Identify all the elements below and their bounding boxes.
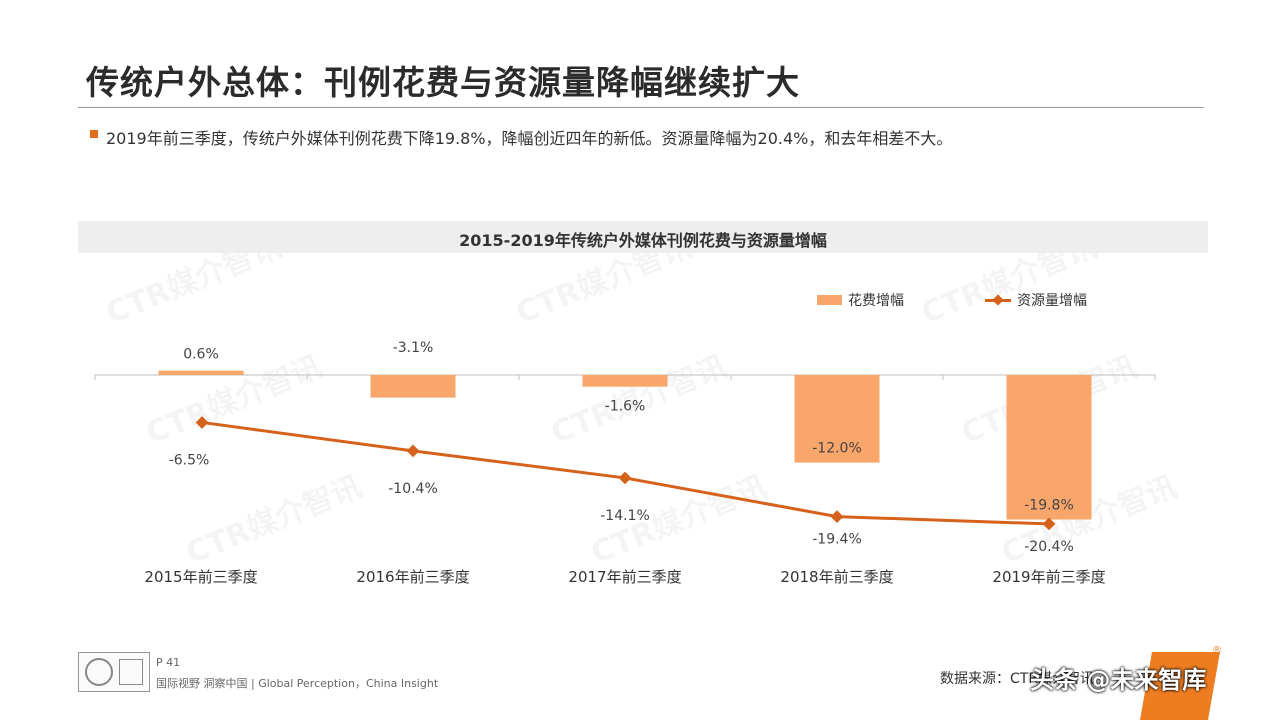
marker-resource (406, 444, 420, 458)
data-label-resource: -19.4% (812, 532, 862, 548)
legend-label-spend: 花费增幅 (848, 293, 904, 309)
x-tick-label: 2019年前三季度 (992, 568, 1105, 586)
data-label-spend: 0.6% (183, 347, 219, 363)
footer-logo (78, 652, 150, 692)
legend-label-resource: 资源量增幅 (1017, 293, 1087, 309)
certification-icon (85, 658, 113, 686)
marker-resource (618, 471, 632, 485)
data-source: 数据来源：CTR媒介智讯 (940, 671, 1095, 687)
legend-swatch-spend (817, 295, 842, 305)
bar-spend (158, 370, 244, 375)
watermark-overlay: 头条 @未来智库 (1030, 666, 1207, 694)
x-tick-label: 2016年前三季度 (356, 568, 469, 586)
data-label-spend: -1.6% (605, 399, 646, 415)
bar-spend (370, 375, 456, 398)
data-label-resource: -6.5% (169, 452, 210, 468)
title-divider (78, 107, 1204, 108)
x-tick-label: 2015年前三季度 (144, 568, 257, 586)
page-number: P 41 (156, 656, 181, 669)
page-title: 传统户外总体：刊例花费与资源量降幅继续扩大 (86, 63, 800, 102)
bar-spend (582, 375, 668, 387)
summary-text: 2019年前三季度，传统户外媒体刊例花费下降19.8%，降幅创近四年的新低。资源… (106, 129, 953, 148)
registered-mark: ® (1212, 645, 1222, 656)
chart-title-band: 2015-2019年传统户外媒体刊例花费与资源量增幅 (78, 221, 1208, 253)
data-label-spend: -19.8% (1024, 498, 1074, 514)
chart-title: 2015-2019年传统户外媒体刊例花费与资源量增幅 (459, 231, 827, 250)
marker-resource (830, 510, 844, 523)
x-tick-label: 2017年前三季度 (568, 568, 681, 586)
data-label-spend: -12.0% (812, 441, 862, 457)
certification-badge-icon (119, 659, 143, 685)
footer-tagline: 国际视野 洞察中国 | Global Perception，China Insi… (156, 677, 439, 690)
bar-spend (794, 375, 880, 463)
data-label-resource: -20.4% (1024, 539, 1074, 555)
x-tick-label: 2018年前三季度 (780, 568, 893, 586)
bar-spend (1006, 375, 1092, 520)
data-label-spend: -3.1% (393, 340, 434, 356)
data-label-resource: -10.4% (388, 481, 438, 497)
bullet-icon (90, 130, 98, 138)
marker-resource (195, 416, 209, 429)
data-label-resource: -14.1% (600, 508, 650, 524)
